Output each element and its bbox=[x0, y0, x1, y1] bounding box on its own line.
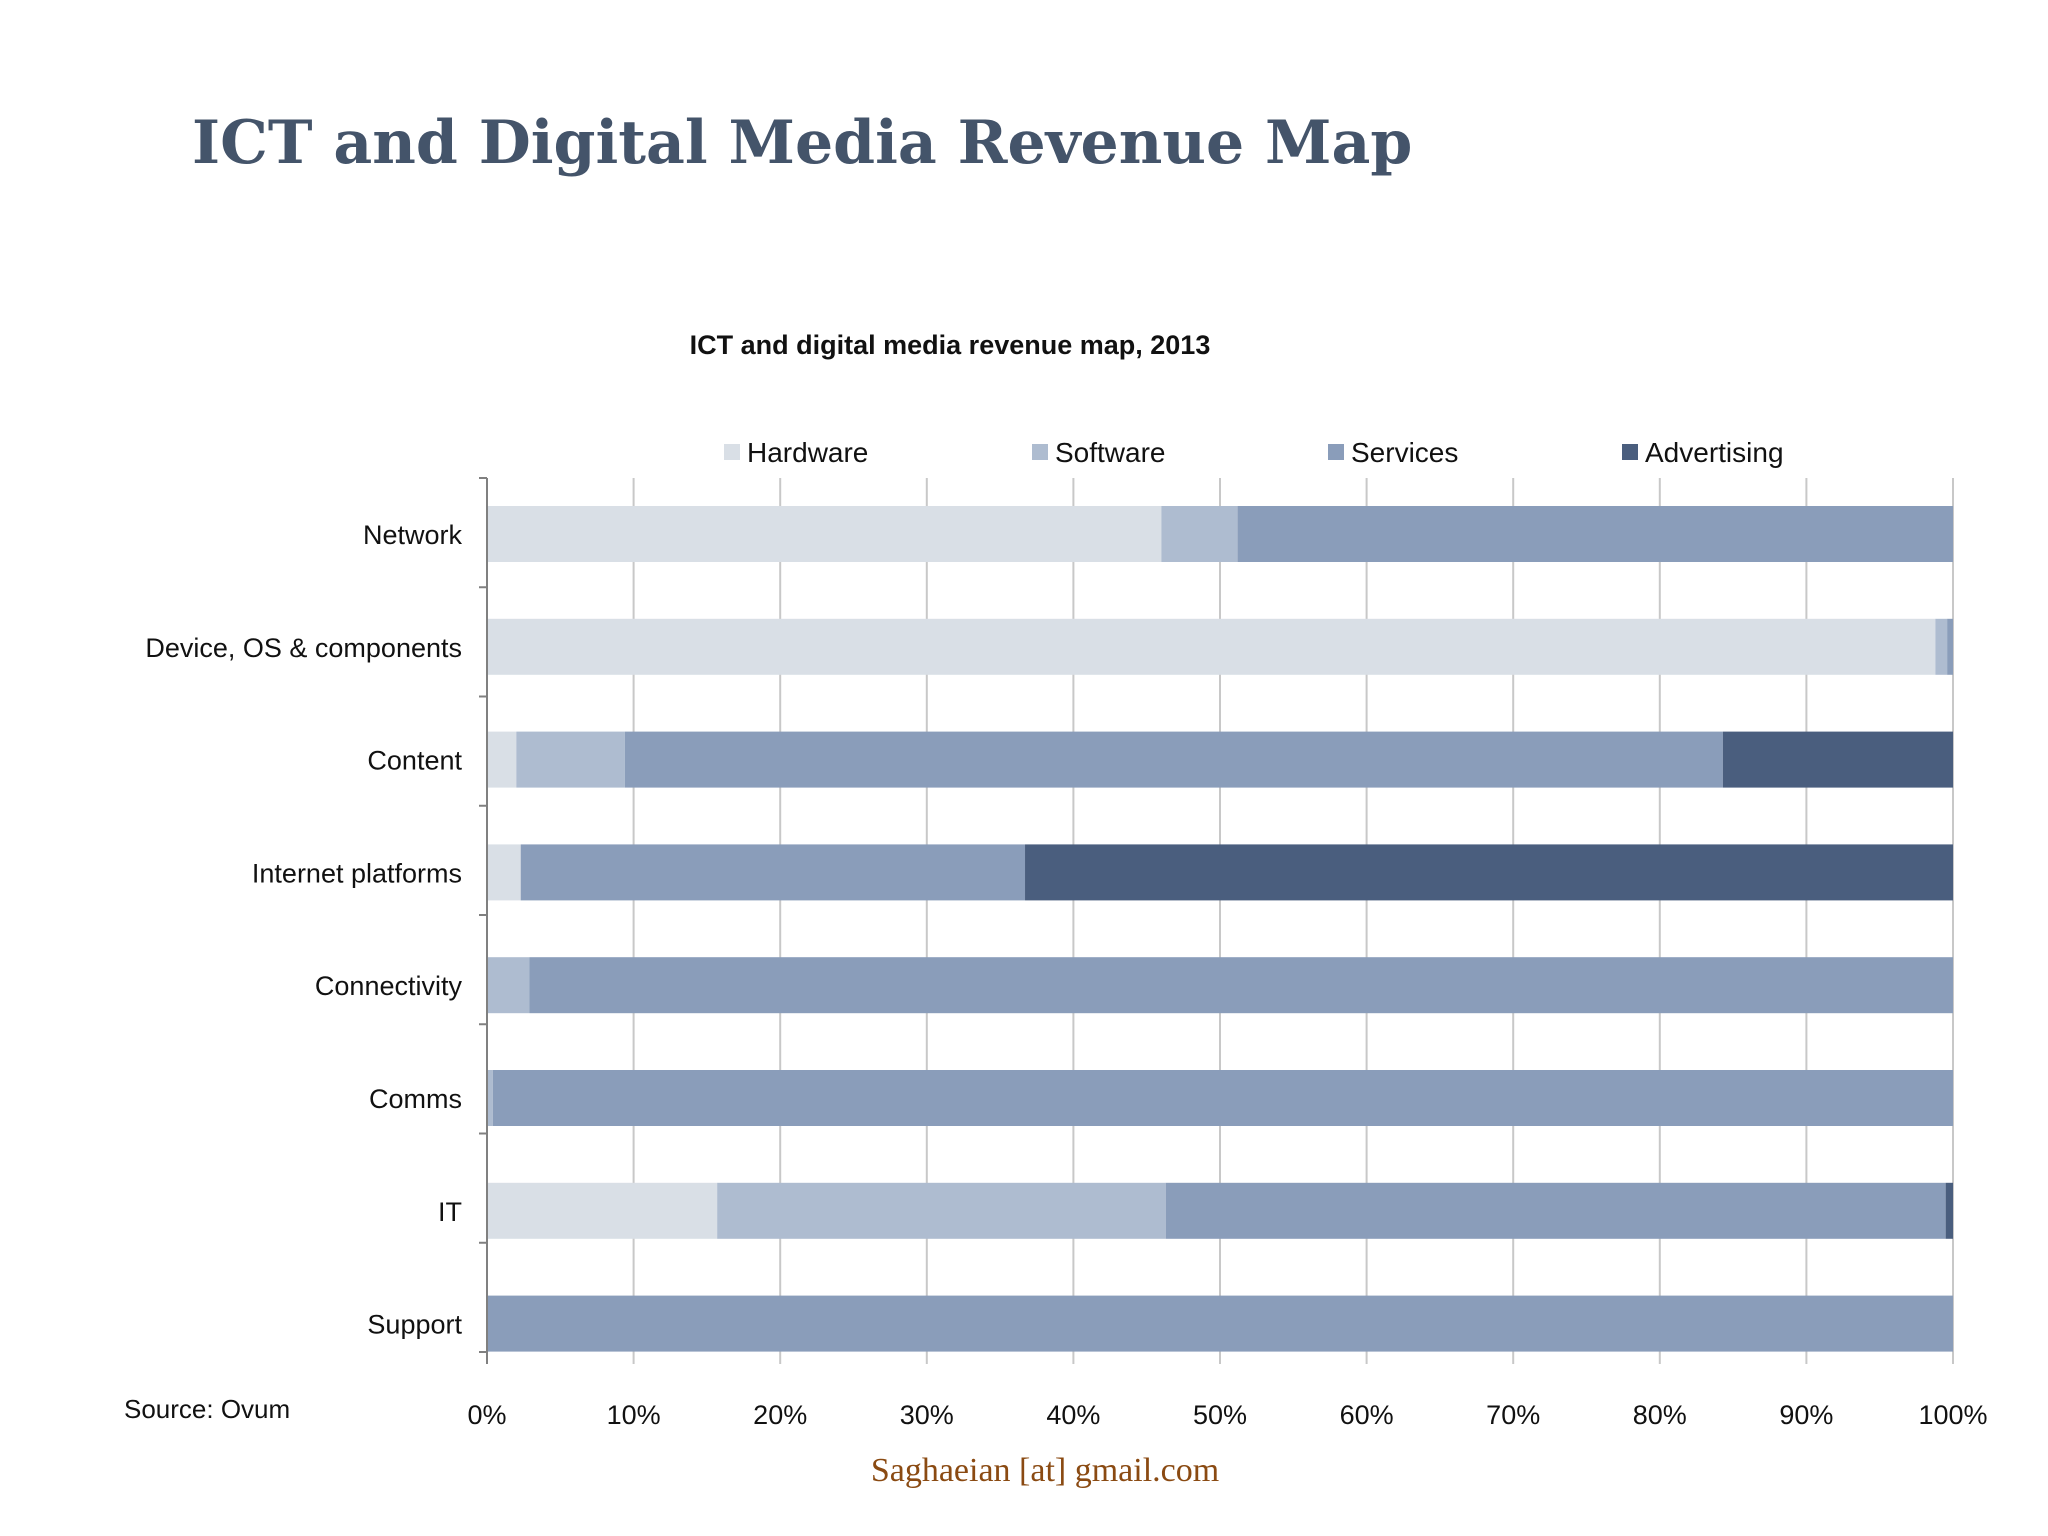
category-label: Internet platforms bbox=[252, 858, 462, 888]
category-label: Connectivity bbox=[315, 971, 463, 1001]
x-tick-label: 70% bbox=[1486, 1400, 1540, 1430]
x-tick-label: 50% bbox=[1193, 1400, 1247, 1430]
legend-label: Advertising bbox=[1645, 437, 1784, 468]
legend-swatch bbox=[1328, 444, 1344, 460]
bar-segment bbox=[487, 1070, 493, 1126]
x-tick-label: 30% bbox=[900, 1400, 954, 1430]
bar-segment bbox=[487, 506, 1162, 562]
legend-label: Services bbox=[1351, 437, 1458, 468]
bar-segment bbox=[1237, 506, 1953, 562]
bar-segment bbox=[1945, 1182, 1953, 1239]
slide-title: ICT and Digital Media Revenue Map bbox=[192, 108, 1413, 178]
x-tick-label: 90% bbox=[1779, 1400, 1833, 1430]
x-tick-label: 60% bbox=[1340, 1400, 1394, 1430]
legend-label: Hardware bbox=[747, 437, 868, 468]
x-tick-label: 10% bbox=[607, 1400, 661, 1430]
bar-segment bbox=[1947, 618, 1953, 675]
bar-segment bbox=[1722, 731, 1953, 788]
bar-segment bbox=[1165, 1182, 1946, 1239]
legend-swatch bbox=[1032, 444, 1048, 460]
bar-segment bbox=[487, 1295, 1953, 1352]
footer-email: Saghaeian [at] gmail.com bbox=[870, 1452, 1220, 1489]
category-label: Comms bbox=[369, 1084, 462, 1114]
category-label: Network bbox=[363, 520, 463, 550]
chart-title: ICT and digital media revenue map, 2013 bbox=[690, 330, 1211, 360]
bar-segment bbox=[624, 731, 1723, 788]
category-label: IT bbox=[438, 1197, 462, 1227]
legend-swatch bbox=[1622, 444, 1638, 460]
category-label: Support bbox=[367, 1310, 462, 1340]
bar-segment bbox=[529, 957, 1954, 1014]
x-tick-label: 80% bbox=[1633, 1400, 1687, 1430]
bars bbox=[487, 506, 1954, 1352]
bar-segment bbox=[1161, 506, 1238, 562]
legend-label: Software bbox=[1055, 437, 1166, 468]
legend-swatch bbox=[724, 444, 740, 460]
bar-segment bbox=[1025, 844, 1953, 901]
chart-source: Source: Ovum bbox=[124, 1394, 290, 1424]
bar-segment bbox=[520, 844, 1026, 901]
legend: Hardware Software Services Advertising bbox=[724, 437, 1784, 468]
x-tick-label: 0% bbox=[467, 1400, 506, 1430]
bar-segment bbox=[717, 1182, 1166, 1239]
bar-segment bbox=[487, 957, 530, 1014]
x-tick-label: 100% bbox=[1918, 1400, 1987, 1430]
axes: 0% 10% 20% 30% 40% 50% 60% 70% 80% 90% 100% Network… bbox=[145, 477, 1988, 1430]
bar-segment bbox=[1935, 618, 1948, 675]
bar-segment bbox=[487, 844, 521, 901]
bar-segment bbox=[487, 618, 1936, 675]
bar-segment bbox=[487, 1182, 718, 1239]
x-tick-label: 20% bbox=[753, 1400, 807, 1430]
x-tick-label: 40% bbox=[1046, 1400, 1100, 1430]
bar-segment bbox=[492, 1070, 1953, 1126]
category-label: Content bbox=[367, 746, 462, 776]
bar-segment bbox=[487, 731, 517, 788]
category-label: Device, OS & components bbox=[145, 633, 462, 663]
bar-segment bbox=[516, 731, 625, 788]
